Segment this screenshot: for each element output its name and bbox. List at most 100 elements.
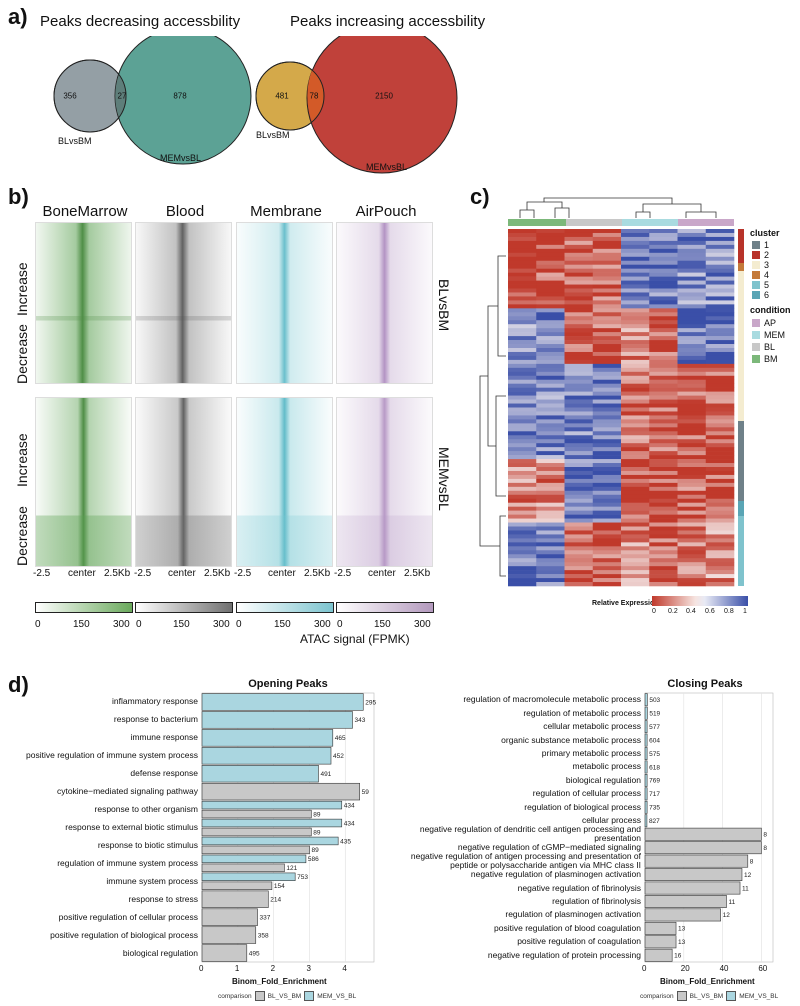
xaxis-bm-left: -2.5 [33,568,51,579]
closing-x-tick: 60 [758,964,768,973]
closing-bar-count: 8 [763,832,767,839]
heatmap-cell [649,268,678,273]
heatmap-cell [508,359,537,365]
heatmap-cell [508,340,537,345]
xaxis-blood-right: 2.5Kb [204,568,231,579]
heatmap-cell [649,538,678,543]
heatmap-cell [508,431,537,436]
heatmap-cell [705,316,735,321]
heatmap-cell [564,229,594,234]
opening-bar-count: 214 [270,897,281,904]
heatmap-cell [592,478,622,484]
heatmap-cell [649,244,678,250]
heatmap-cell [536,498,565,503]
heatmap-cell [536,447,565,452]
heatmap-cell [508,284,537,289]
closing-bar-count: 8 [763,845,767,852]
heatmap-cell [592,324,622,329]
opening-bar [201,872,296,881]
heatmap-cell [592,340,622,345]
opening-category-label: positive regulation of cellular process [58,911,198,922]
closing-legend-bl: BL_VS_BM [689,992,724,1000]
heatmap-cell [677,431,707,436]
heatmap-cell [705,240,735,246]
heatmap-cell [677,300,707,305]
xaxis-mem-left: -2.5 [234,568,252,579]
heatmap-cell [564,300,594,305]
heatmap-cell [564,268,594,273]
colorbar-blood [135,602,233,613]
legend-mem-vs-bl-swatch [304,991,315,1001]
heatmap-cell [649,375,678,381]
heatmap-cell [649,363,678,369]
heatmap-cell [592,229,622,234]
heatmap-cell [536,494,565,500]
heatmap-cell [592,554,622,559]
heatmap-cell [592,367,622,373]
heatmap-cell [592,383,622,388]
heatmap-cell [649,574,678,579]
heatmap-cell [564,371,594,377]
rel-expr-colorbar [652,596,748,606]
heatmap-cell [592,344,622,349]
heatmap-cell [592,264,622,269]
heatmap-cell [564,363,594,369]
venn-decreasing-title: Peaks decreasing accessbility [40,13,241,30]
heatmap-cell [705,486,735,492]
heatmap-cell [621,550,650,555]
enrichment-charts: 295 343 465 452 491 59 434 89 434 89 435 89 586 12175… [201,692,774,963]
heatmap-cell [508,304,537,309]
heatmap-cell [592,232,622,238]
heatmap-cell [621,570,650,575]
closing-bar-count: 519 [649,710,660,717]
heatmap-cell [705,320,735,325]
heatmap-cell [649,240,678,246]
heatmap-cell [536,463,565,468]
heatmap-cell [677,304,707,309]
heatmap-cell [677,363,707,369]
heatmap-cell [677,391,707,396]
heatmap-cell [621,494,650,500]
condition-legend-ap: AP [752,318,776,328]
heatmap-cell [677,435,707,440]
side-cluster-2 [738,229,744,263]
heatmap-cell [564,324,594,329]
heatmap-cell [677,387,707,392]
closing-x-tick: 40 [719,964,729,973]
heatmap-cell [564,296,594,301]
heatmap-cell [508,316,537,321]
closing-bar [644,908,721,922]
heatmap-cell [677,538,707,543]
heatmap-cell [508,455,537,460]
heatmap-cell [677,264,707,269]
heatmap-cell [564,232,594,238]
heatmap-cell [621,514,650,519]
cond-bl-swatch [752,343,760,351]
heatmap-cell [705,395,735,400]
heatmap-cell [649,474,678,480]
opening-bar-count: 89 [313,811,321,818]
closing-category-label: positive regulation of blood coagulation [494,922,641,933]
heatmap-cell [592,304,622,309]
heatmap-cell [508,419,537,424]
heatmap-cell [508,447,537,452]
heatmap-cell [508,566,537,571]
closing-bar [644,921,677,935]
heatmap-cell [677,284,707,289]
opening-category-label: response to other organism [94,804,198,815]
heatmap-cell [705,355,735,361]
heatmap-cell [621,296,650,301]
heatmap-cell [536,232,565,238]
heatmap-cell [705,411,735,416]
heatmap-cell [536,443,565,448]
heatmap-cell [592,498,622,503]
heatmap-cell [705,284,735,289]
heatmap-cell [536,570,565,575]
colorbar-airpouch [336,602,434,613]
heatmap-cell [649,518,678,523]
heatmap-cell [677,351,707,357]
heatmap-cell [677,308,707,313]
heatmap-cell [592,514,622,519]
heatmap-cell [621,482,650,488]
colorbar-membrane [236,602,334,613]
